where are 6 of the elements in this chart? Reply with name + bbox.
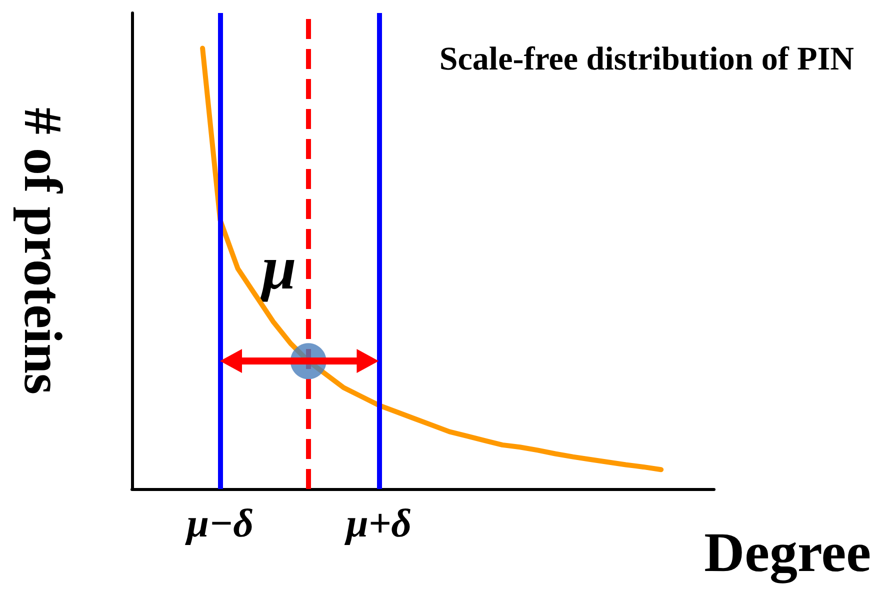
x-tick-label: μ+δ: [344, 500, 412, 546]
x-tick-label: μ−δ: [184, 500, 254, 546]
chart-title: Scale-free distribution of PIN: [439, 42, 854, 78]
annotation: μ: [258, 234, 296, 303]
y-axis-title: # of proteins: [13, 107, 73, 395]
x-axis-title: Degree: [704, 522, 872, 584]
